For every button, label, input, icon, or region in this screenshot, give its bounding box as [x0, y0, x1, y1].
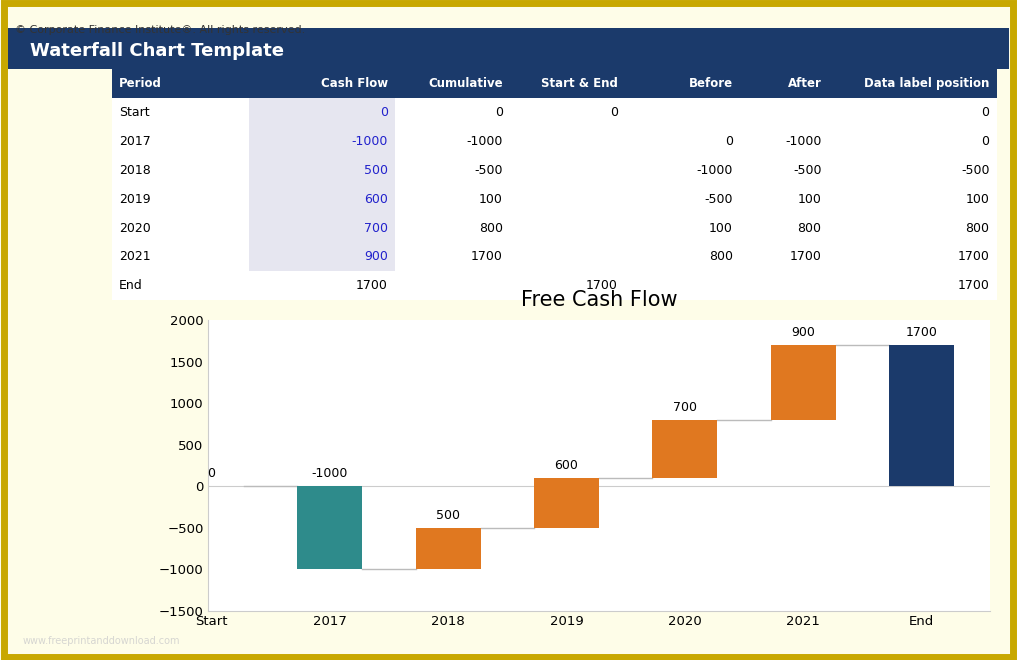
Bar: [889, 345, 954, 486]
Text: 800: 800: [709, 251, 733, 263]
Bar: [112, 69, 997, 98]
Text: 500: 500: [364, 164, 387, 177]
Text: Cumulative: Cumulative: [428, 77, 503, 90]
Text: -500: -500: [475, 164, 503, 177]
Text: 800: 800: [965, 222, 990, 234]
Bar: [112, 156, 997, 185]
Text: 100: 100: [966, 193, 990, 206]
Bar: [249, 185, 395, 214]
Text: -1000: -1000: [697, 164, 733, 177]
Text: -500: -500: [705, 193, 733, 206]
Text: After: After: [787, 77, 822, 90]
Bar: [249, 156, 395, 185]
Text: 100: 100: [797, 193, 822, 206]
Text: -500: -500: [961, 164, 990, 177]
Text: 1700: 1700: [958, 251, 990, 263]
Text: 100: 100: [709, 222, 733, 234]
Bar: [652, 420, 717, 478]
Text: -500: -500: [793, 164, 822, 177]
Text: 2018: 2018: [119, 164, 151, 177]
Text: 600: 600: [364, 193, 387, 206]
Text: 2017: 2017: [119, 135, 151, 148]
Text: Before: Before: [689, 77, 733, 90]
Text: Cash Flow: Cash Flow: [320, 77, 387, 90]
Text: 0: 0: [725, 135, 733, 148]
Text: 2019: 2019: [119, 193, 151, 206]
Text: www.freeprintanddownload.com: www.freeprintanddownload.com: [22, 636, 180, 645]
Text: Start & End: Start & End: [541, 77, 618, 90]
Text: Data label position: Data label position: [864, 77, 990, 90]
Bar: [112, 242, 997, 271]
Text: 0: 0: [380, 106, 387, 119]
Text: 0: 0: [495, 106, 503, 119]
Text: Waterfall Chart Template: Waterfall Chart Template: [31, 42, 284, 60]
Bar: [112, 214, 997, 242]
Text: 100: 100: [479, 193, 503, 206]
Text: 800: 800: [797, 222, 822, 234]
Text: -1000: -1000: [467, 135, 503, 148]
Text: 2021: 2021: [119, 251, 151, 263]
Text: 800: 800: [479, 222, 503, 234]
Bar: [534, 478, 599, 527]
Title: Free Cash Flow: Free Cash Flow: [521, 290, 677, 310]
Text: 900: 900: [364, 251, 387, 263]
Text: 1700: 1700: [789, 251, 822, 263]
Text: 1700: 1700: [905, 326, 938, 339]
Text: 1700: 1700: [586, 279, 618, 292]
Text: 500: 500: [436, 509, 460, 521]
Text: 600: 600: [554, 459, 579, 472]
Bar: [771, 345, 836, 420]
Text: 700: 700: [673, 401, 697, 414]
Text: End: End: [119, 279, 142, 292]
Text: 700: 700: [364, 222, 387, 234]
Text: 0: 0: [981, 135, 990, 148]
Text: © Corporate Finance Institute®. All rights reserved.: © Corporate Finance Institute®. All righ…: [15, 25, 305, 35]
Text: 1700: 1700: [356, 279, 387, 292]
Text: 0: 0: [207, 467, 216, 480]
Bar: [249, 127, 395, 156]
Text: -1000: -1000: [311, 467, 348, 480]
Bar: [249, 98, 395, 127]
Bar: [112, 127, 997, 156]
Text: -1000: -1000: [352, 135, 387, 148]
Bar: [249, 214, 395, 242]
Bar: [249, 242, 395, 271]
Text: 1700: 1700: [471, 251, 503, 263]
Text: Period: Period: [119, 77, 162, 90]
Bar: [112, 98, 997, 127]
Text: 1700: 1700: [958, 279, 990, 292]
Text: Start: Start: [119, 106, 149, 119]
Text: -1000: -1000: [785, 135, 822, 148]
Text: 2020: 2020: [119, 222, 151, 234]
Bar: [416, 527, 481, 569]
Bar: [297, 486, 362, 569]
Text: 0: 0: [610, 106, 618, 119]
Bar: [112, 271, 997, 300]
Bar: [112, 185, 997, 214]
Text: 0: 0: [981, 106, 990, 119]
Text: 900: 900: [791, 326, 815, 339]
